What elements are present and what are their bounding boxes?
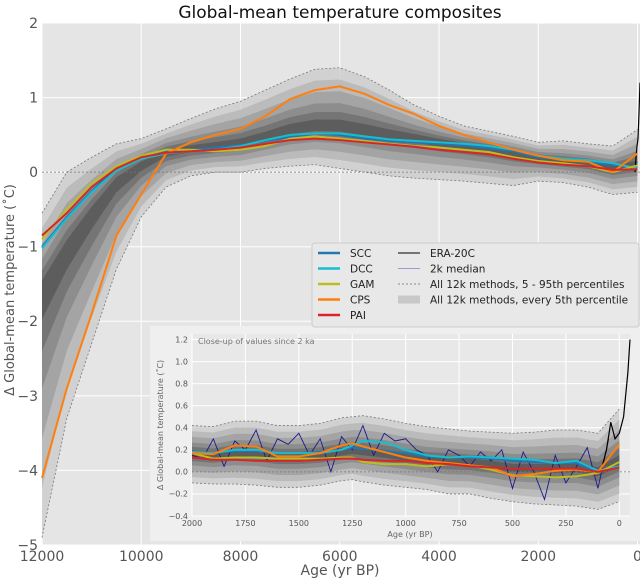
- legend-label: GAM: [350, 279, 374, 291]
- y-tick-label: 0.0: [175, 468, 188, 477]
- x-tick-label: 500: [505, 519, 520, 528]
- series-line-gam: [191, 452, 620, 479]
- x-tick-label: 10000: [119, 549, 164, 565]
- x-tick-label: 0: [617, 519, 622, 528]
- y-tick-label: −1: [17, 240, 38, 256]
- percentile-band: [42, 67, 638, 538]
- x-tick-label: 1250: [342, 519, 362, 528]
- x-tick-label: 8000: [223, 549, 259, 565]
- y-tick-label: 2: [29, 16, 38, 32]
- legend-label: All 12k methods, every 5th percentile: [430, 295, 628, 307]
- chart-title: Global-mean temperature composites: [178, 3, 501, 23]
- x-tick-label: 250: [558, 519, 573, 528]
- x-tick-label: 1750: [235, 519, 255, 528]
- x-tick-label: 6000: [322, 549, 358, 565]
- inset-x-axis-label: Age (yr BP): [387, 530, 432, 539]
- legend-swatch: [398, 295, 420, 304]
- y-tick-label: 0.8: [175, 379, 188, 388]
- x-axis-label: Age (yr BP): [301, 563, 380, 579]
- series-line-cps: [41, 85, 639, 479]
- y-tick-label: 0: [29, 165, 38, 181]
- legend-box: [311, 242, 640, 328]
- x-tick-label: 1500: [289, 519, 309, 528]
- series-line-pai: [191, 456, 620, 473]
- y-tick-label: 1: [29, 90, 38, 106]
- x-tick-label: 2000: [520, 549, 556, 565]
- y-tick-label: 0.6: [175, 401, 188, 410]
- x-tick-label: 0: [633, 549, 640, 565]
- y-tick-label: 1.0: [175, 357, 188, 366]
- legend-label: CPS: [350, 295, 371, 307]
- legend-label: DCC: [350, 264, 373, 276]
- series-line-pai: [41, 137, 638, 237]
- x-tick-label: 2000: [182, 519, 202, 528]
- p5-p95-line-lower: [41, 164, 638, 538]
- y-tick-label: −3: [17, 389, 38, 405]
- y-tick-label: −4: [17, 463, 38, 479]
- p5-p95-line-lower: [191, 479, 620, 510]
- inset-title: Close-up of values since 2 ka: [198, 337, 315, 346]
- inset-y-axis-label: Δ Global-mean temperature (˚C): [155, 360, 165, 490]
- y-tick-label: −0.2: [169, 490, 188, 499]
- median-2k-line: [191, 424, 610, 501]
- y-axis-label: Δ Global-mean temperature (˚C): [2, 184, 18, 396]
- y-tick-label: −2: [17, 314, 38, 330]
- p5-p95-line-upper: [191, 408, 620, 434]
- y-tick-label: 0.2: [175, 446, 188, 455]
- y-tick-label: 1.2: [175, 335, 188, 344]
- y-tick-label: −5: [17, 538, 38, 554]
- series-line-cps: [191, 442, 621, 478]
- y-tick-label: −0.4: [169, 512, 188, 521]
- era20c-line: [597, 339, 631, 473]
- x-tick-label: 750: [451, 519, 466, 528]
- legend-label: SCC: [350, 248, 371, 260]
- x-tick-label: 12000: [20, 549, 65, 565]
- x-tick-label: 4000: [421, 549, 457, 565]
- x-tick-label: 1000: [395, 519, 415, 528]
- legend-label: All 12k methods, 5 - 95th percentiles: [430, 279, 624, 291]
- series-line-gam: [41, 135, 638, 240]
- legend-label: ERA-20C: [430, 248, 475, 260]
- legend-label: 2k median: [430, 264, 485, 276]
- legend: SCC DCC GAM CPS PAI ERA-20C 2k median All 12k m…: [311, 242, 640, 328]
- p5-p95-line-upper: [41, 67, 638, 214]
- era20c-line: [634, 82, 640, 173]
- y-tick-label: 0.4: [175, 424, 188, 433]
- legend-label: PAI: [350, 310, 366, 322]
